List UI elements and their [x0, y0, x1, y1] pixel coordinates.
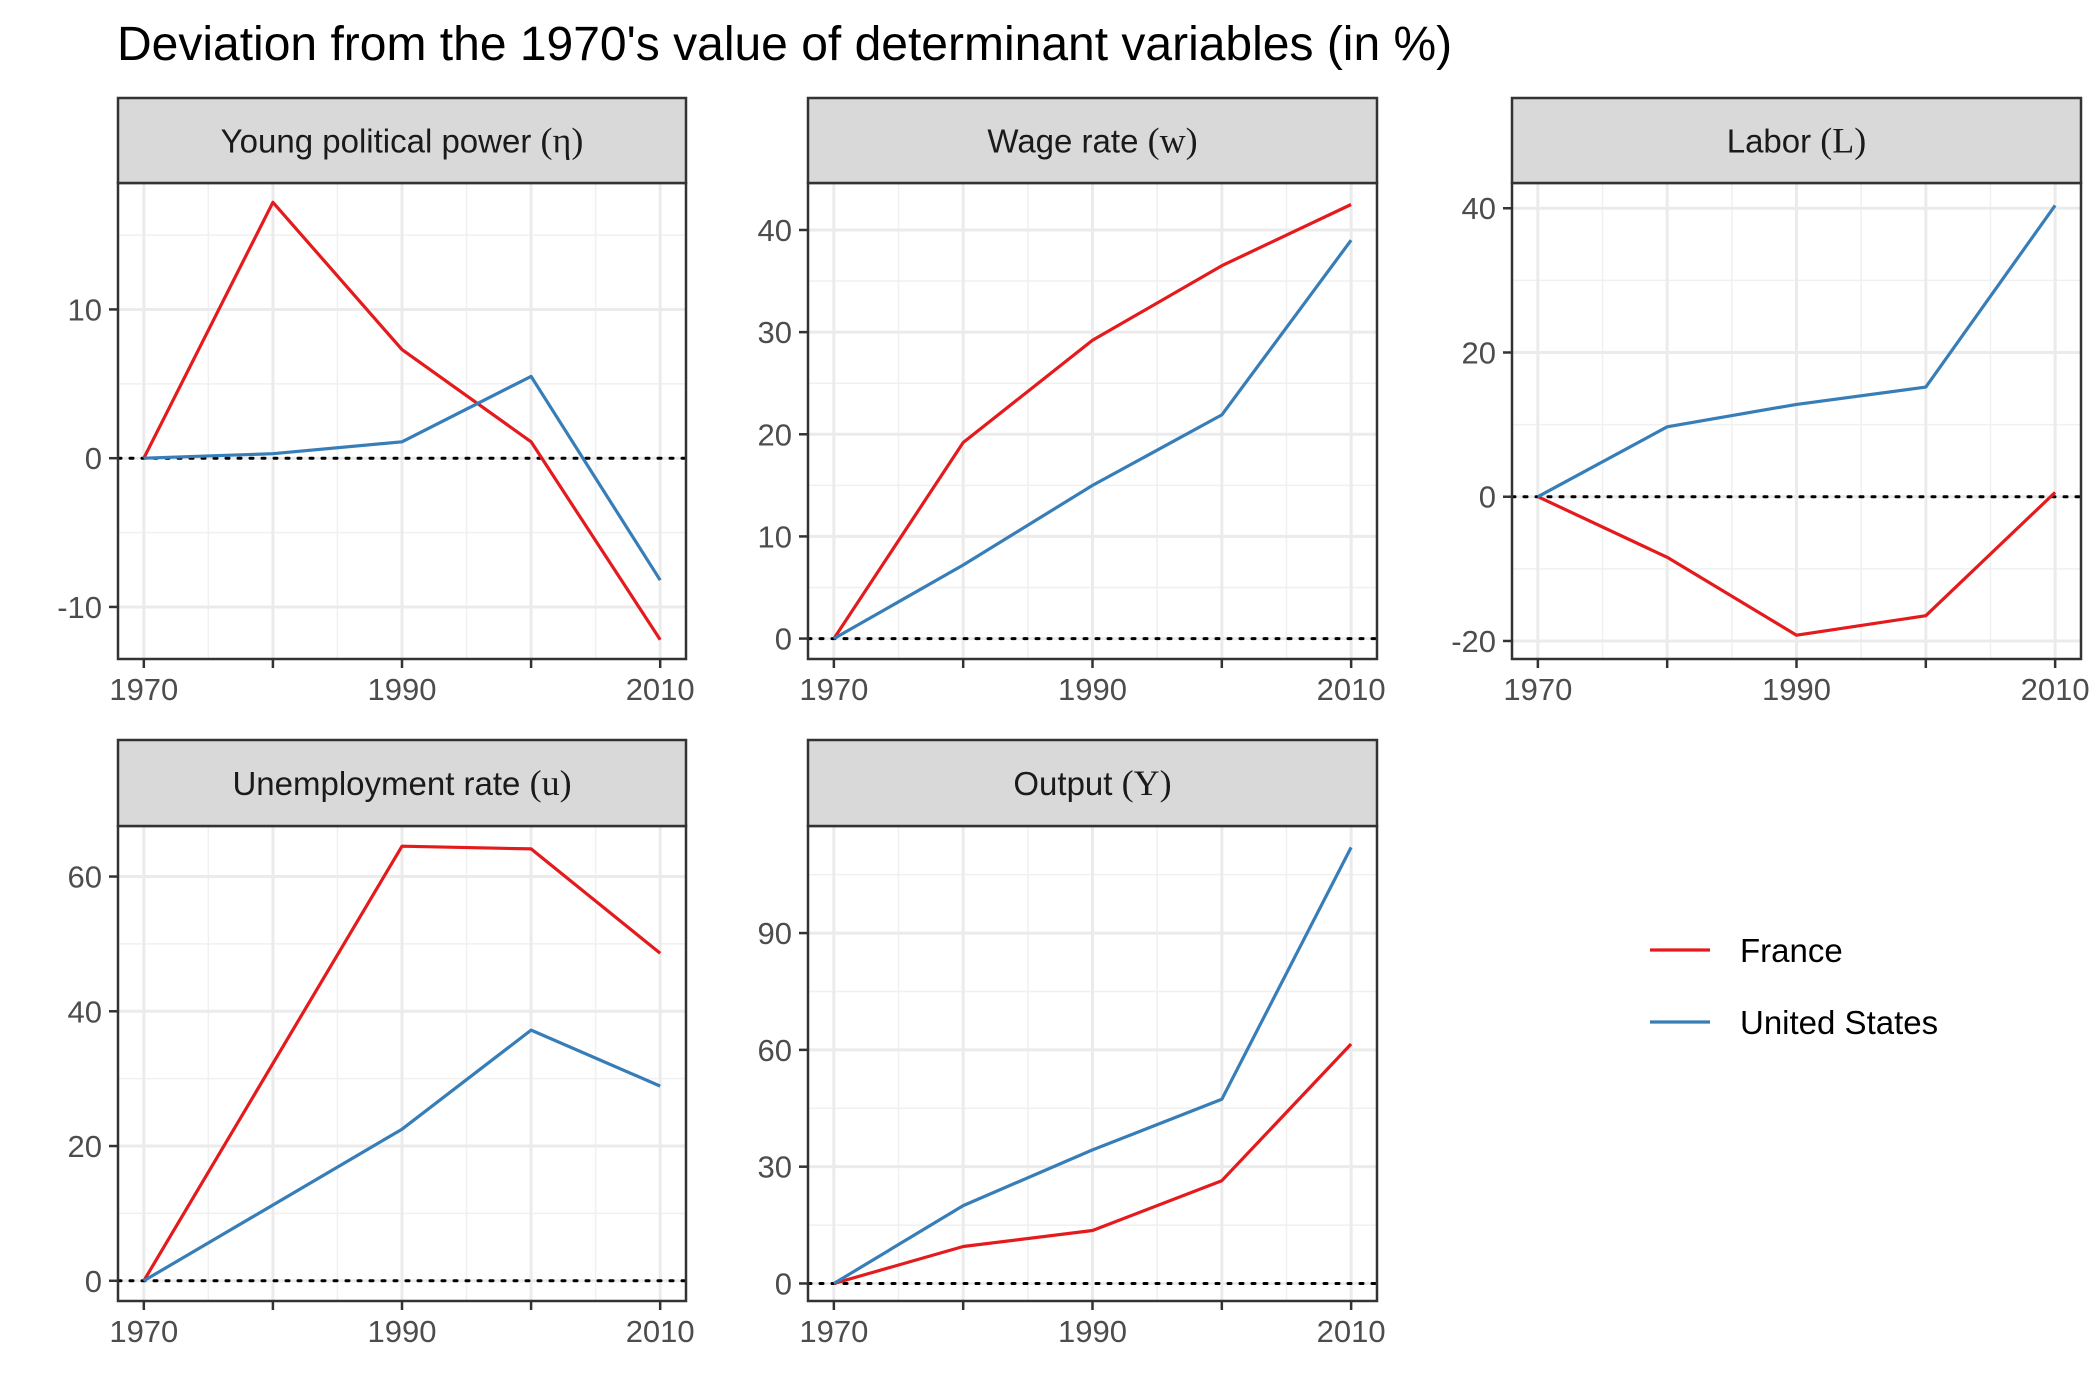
strip-label-text: Unemployment rate: [232, 765, 529, 802]
strip-label: Young political power (η): [221, 121, 584, 161]
chart-title: Deviation from the 1970's value of deter…: [117, 18, 1452, 71]
strip-label: Wage rate (w): [987, 121, 1197, 161]
y-tick-label: 0: [775, 622, 792, 657]
strip-label-text: Labor: [1727, 123, 1821, 160]
y-tick-label: 10: [68, 292, 102, 327]
y-tick-label: 20: [68, 1129, 102, 1164]
x-tick-label: 2010: [626, 672, 695, 707]
x-tick-label: 1990: [368, 1314, 437, 1349]
series-line-united-states: [143, 374, 662, 582]
strip-label: Unemployment rate (u): [232, 763, 571, 803]
strip-label-symbol: (u): [530, 763, 572, 803]
strip-background: [116, 96, 688, 185]
series-line-united-states: [833, 239, 1353, 640]
y-tick-label: 90: [758, 916, 792, 951]
y-tick-label: 0: [1479, 480, 1496, 515]
strip-label-text: Young political power: [221, 123, 541, 160]
x-tick-label: 2010: [1317, 1314, 1386, 1349]
panel-5: Output (Y) 0 30 60 90 1970 1990 2010: [758, 738, 1386, 1349]
chart-panels: Young political power (η) -10 0 10 1970 1990 2…: [57, 96, 2090, 1349]
x-tick-label: 1990: [1762, 672, 1831, 707]
y-tick-label: 20: [1462, 335, 1496, 370]
strip-label: Output (Y): [1013, 763, 1171, 803]
strip-label-symbol: (L): [1820, 121, 1866, 161]
strip-label-symbol: (w): [1148, 121, 1198, 161]
y-tick-label: 0: [775, 1266, 792, 1301]
strip-label-symbol: (Y): [1122, 763, 1172, 803]
y-tick-label: 20: [758, 417, 792, 452]
y-tick-label: 60: [68, 860, 102, 895]
series-line-united-states: [142, 1028, 661, 1283]
series-line-france: [833, 1042, 1353, 1286]
series-line-france: [142, 200, 662, 641]
series-line-united-states: [833, 846, 1353, 1285]
strip-label-text: Wage rate: [987, 123, 1147, 160]
x-tick-label: 2010: [1317, 672, 1386, 707]
y-tick-label: 40: [758, 213, 792, 248]
strip-background: [1510, 96, 2083, 185]
y-tick-label: 30: [758, 1150, 792, 1185]
strip-background: [806, 96, 1379, 185]
x-tick-label: 1970: [799, 1314, 868, 1349]
series-line-united-states: [1537, 204, 2057, 499]
x-tick-label: 1990: [1058, 672, 1127, 707]
x-tick-label: 1970: [799, 672, 868, 707]
y-tick-label: 40: [68, 994, 102, 1029]
panel-1: Young political power (η) -10 0 10 1970 1990 2…: [57, 96, 695, 707]
y-tick-label: 40: [1462, 191, 1496, 226]
strip-background: [116, 738, 688, 828]
x-tick-label: 1990: [368, 672, 437, 707]
x-tick-label: 1970: [1503, 672, 1572, 707]
y-tick-label: -20: [1451, 624, 1496, 659]
strip-label-text: Output: [1013, 765, 1121, 802]
legend-label: France: [1740, 932, 1843, 969]
strip-label: Labor (L): [1727, 121, 1867, 161]
x-tick-label: 2010: [2021, 672, 2090, 707]
x-tick-label: 2010: [626, 1314, 695, 1349]
strip-label-symbol: (η): [541, 121, 584, 161]
legend-label: United States: [1740, 1004, 1938, 1041]
series-line-france: [142, 844, 662, 1282]
y-tick-label: 10: [758, 519, 792, 554]
strip-background: [806, 738, 1379, 828]
x-tick-label: 1990: [1058, 1314, 1127, 1349]
series-line-france: [832, 203, 1352, 640]
panel-4: Unemployment rate (u) 0 20 40 60 1970 1990 2010: [68, 738, 695, 1349]
y-tick-label: 60: [758, 1033, 792, 1068]
legend: France United States: [1650, 932, 1938, 1041]
panel-2: Wage rate (w) 0 10 20 30 40 1970 1990 2010: [758, 96, 1386, 707]
x-tick-label: 1970: [109, 672, 178, 707]
y-tick-label: 0: [85, 1264, 102, 1299]
panel-3: Labor (L) -20 0 20 40 1970 1990 2010: [1451, 96, 2090, 707]
series-line-france: [1537, 491, 2057, 637]
y-tick-label: -10: [57, 590, 102, 625]
y-tick-label: 30: [758, 315, 792, 350]
x-tick-label: 1970: [109, 1314, 178, 1349]
y-tick-label: 0: [85, 441, 102, 476]
